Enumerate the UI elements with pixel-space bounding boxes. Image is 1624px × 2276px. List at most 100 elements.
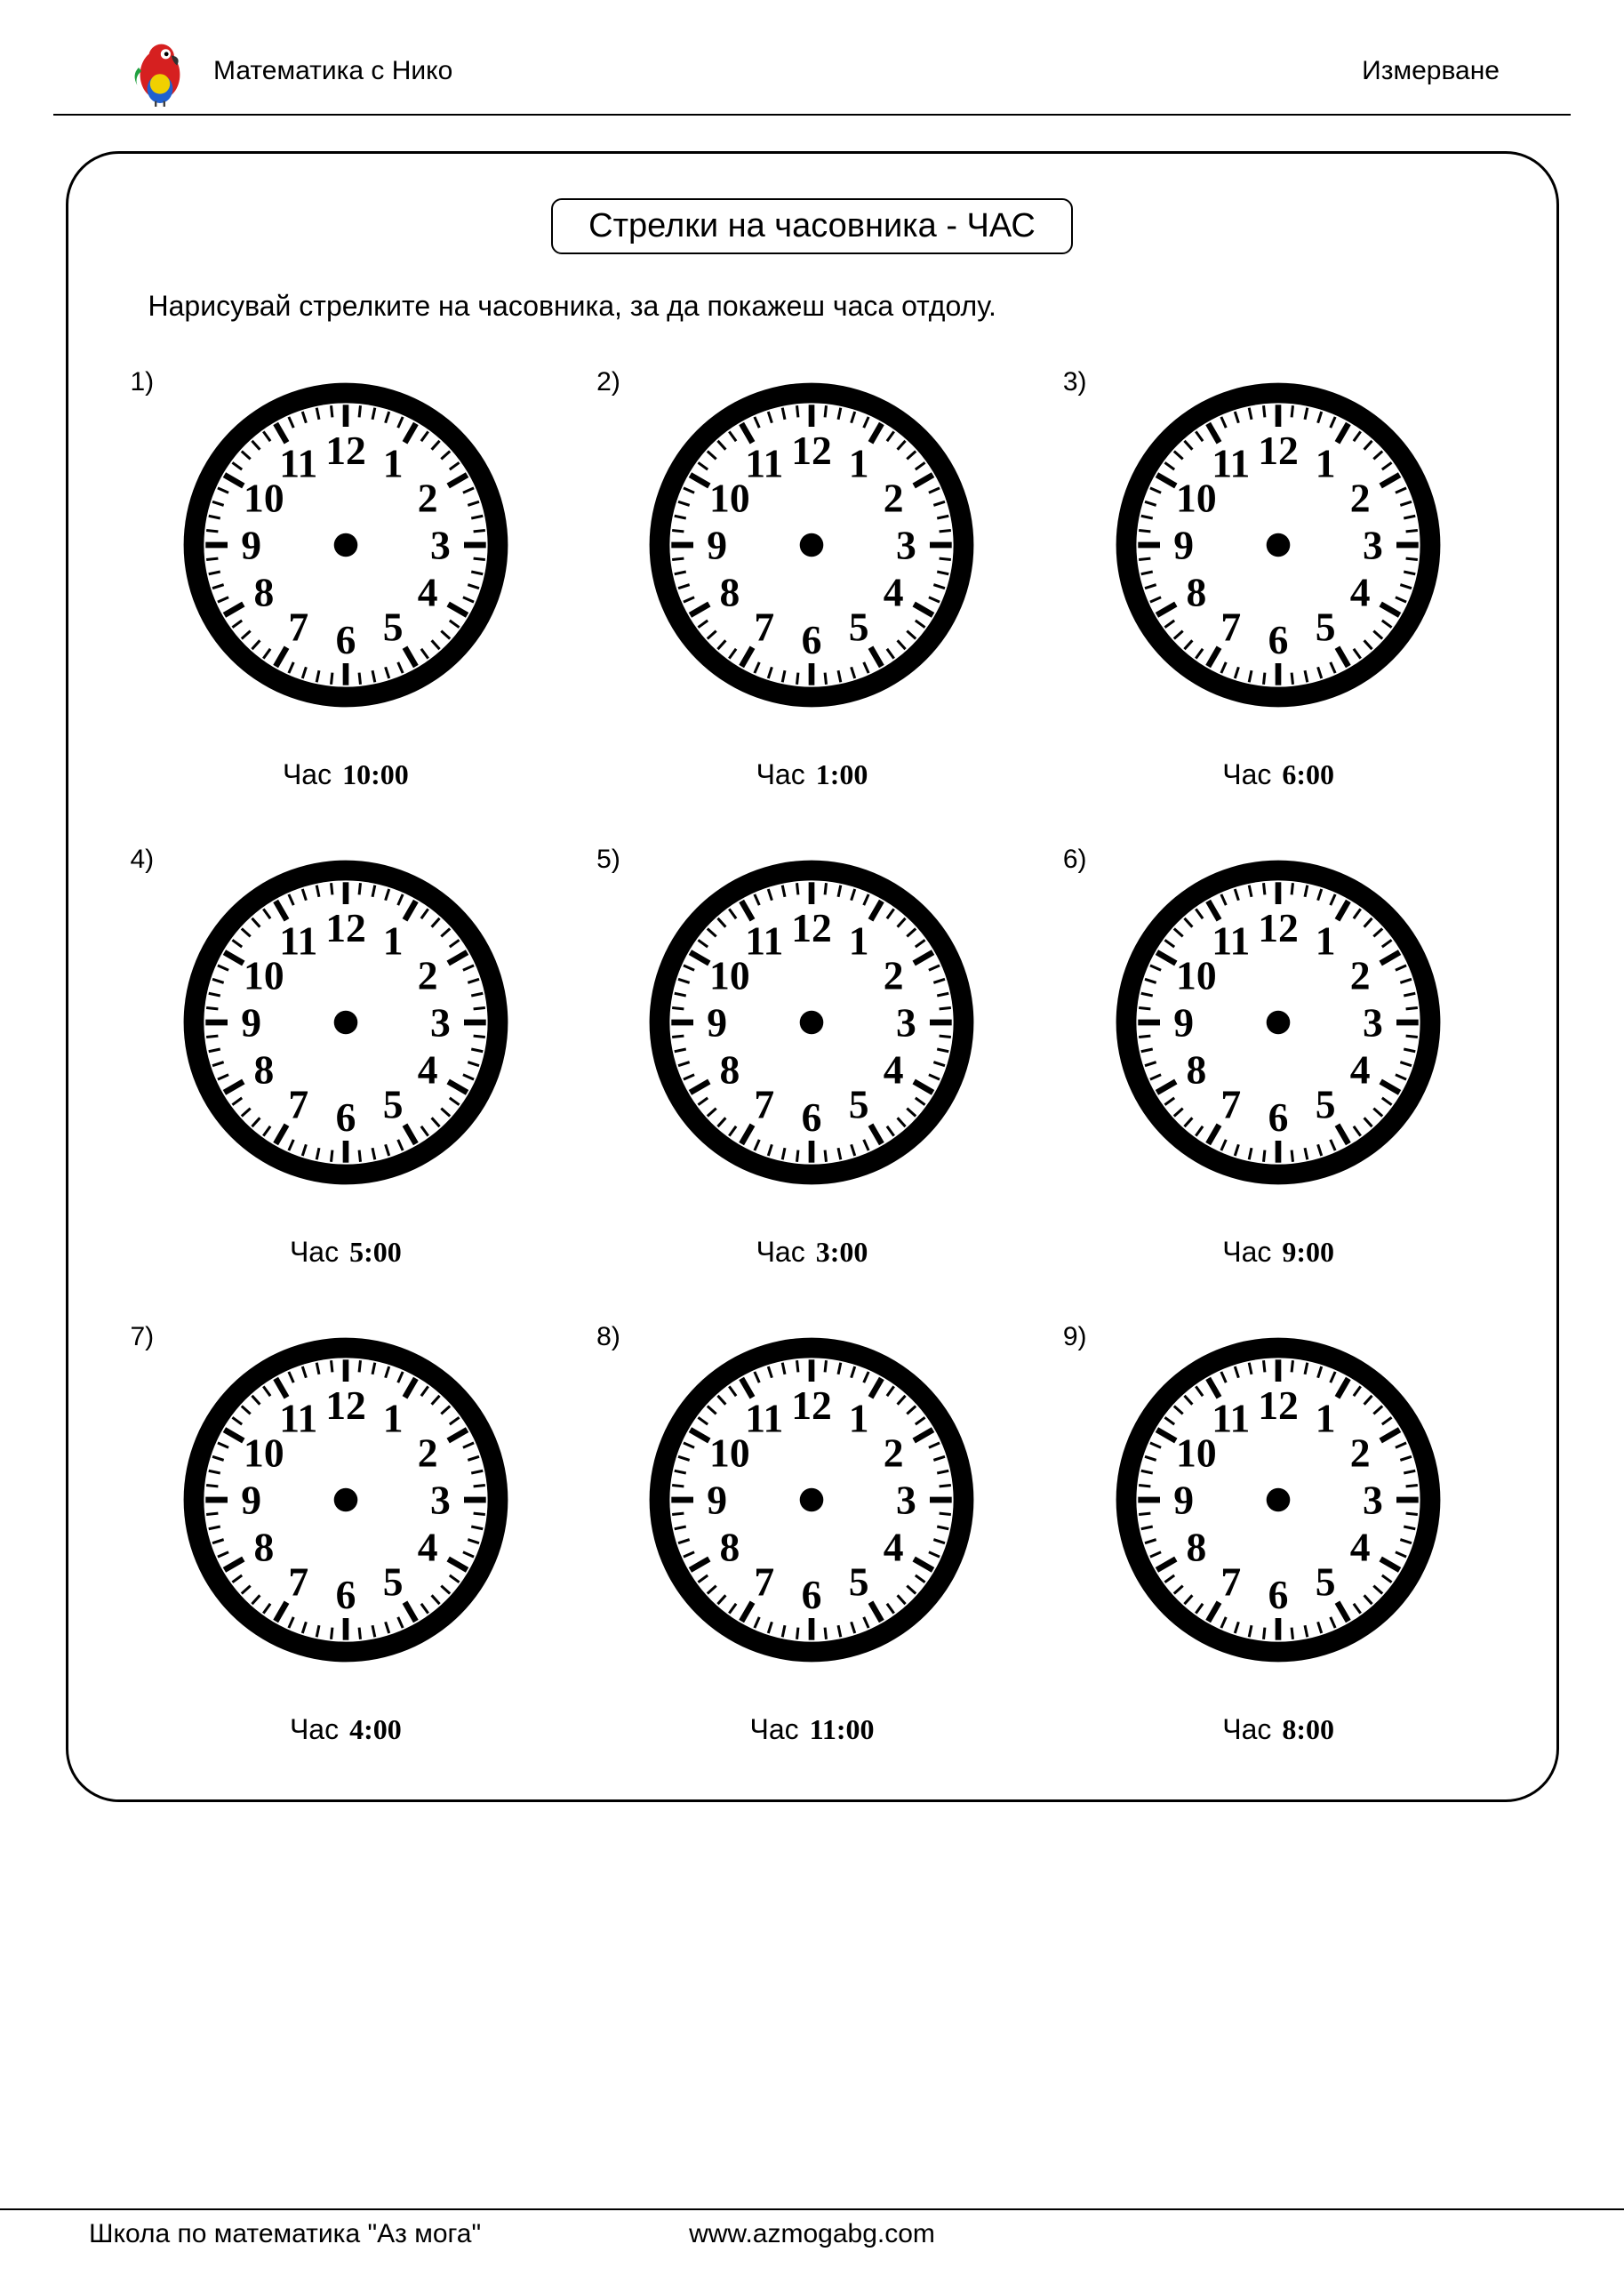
svg-text:2: 2 xyxy=(1350,1430,1371,1475)
svg-text:11: 11 xyxy=(746,440,784,485)
svg-text:7: 7 xyxy=(755,1559,775,1605)
svg-text:1: 1 xyxy=(383,1395,404,1440)
svg-text:6: 6 xyxy=(335,1572,356,1617)
page: Математика с Нико Измерване Стрелки на ч… xyxy=(0,0,1624,2276)
problem-number: 8) xyxy=(596,1322,620,1352)
svg-text:10: 10 xyxy=(244,475,284,520)
problem-number: 6) xyxy=(1063,845,1087,875)
svg-text:9: 9 xyxy=(241,1478,261,1523)
time-label: Час 8:00 xyxy=(1222,1713,1334,1746)
page-header: Математика с Нико Измерване xyxy=(53,36,1571,116)
header-left: Математика с Нико xyxy=(124,36,452,107)
svg-text:4: 4 xyxy=(884,1047,904,1093)
svg-text:5: 5 xyxy=(1316,605,1336,650)
time-value: 8:00 xyxy=(1282,1713,1334,1745)
svg-text:10: 10 xyxy=(1176,475,1217,520)
svg-text:5: 5 xyxy=(849,605,869,650)
clock-face: 121234567891011 xyxy=(1109,1331,1447,1669)
svg-text:12: 12 xyxy=(792,1382,833,1428)
svg-text:1: 1 xyxy=(849,1395,869,1440)
svg-text:2: 2 xyxy=(1350,475,1371,520)
svg-text:9: 9 xyxy=(1173,1000,1194,1046)
time-label: Час10:00 xyxy=(283,758,409,791)
time-prefix: Час xyxy=(1222,758,1271,790)
svg-text:8: 8 xyxy=(253,1525,274,1570)
svg-text:4: 4 xyxy=(1350,1525,1371,1570)
svg-text:7: 7 xyxy=(1221,1559,1242,1605)
svg-text:1: 1 xyxy=(383,440,404,485)
time-label: Час 3:00 xyxy=(756,1236,868,1269)
time-prefix: Час xyxy=(756,1236,805,1268)
svg-text:1: 1 xyxy=(849,918,869,963)
problem-number: 1) xyxy=(131,367,155,397)
problem-number: 9) xyxy=(1063,1322,1087,1352)
svg-text:4: 4 xyxy=(418,1047,438,1093)
time-value: 5:00 xyxy=(349,1236,402,1268)
svg-text:4: 4 xyxy=(884,570,904,615)
svg-text:11: 11 xyxy=(279,918,317,963)
header-category: Измерване xyxy=(1362,56,1500,86)
svg-text:12: 12 xyxy=(325,428,366,473)
svg-text:5: 5 xyxy=(1316,1559,1336,1605)
svg-text:1: 1 xyxy=(1316,440,1336,485)
clock-face: 121234567891011 xyxy=(177,376,515,714)
svg-text:3: 3 xyxy=(430,1000,451,1046)
svg-text:12: 12 xyxy=(1258,428,1299,473)
svg-text:2: 2 xyxy=(884,952,904,998)
svg-text:12: 12 xyxy=(792,905,833,950)
svg-text:6: 6 xyxy=(802,1094,822,1140)
clock-face: 121234567891011 xyxy=(1109,854,1447,1191)
clock-face: 121234567891011 xyxy=(643,1331,980,1669)
svg-text:10: 10 xyxy=(1176,1430,1217,1475)
svg-text:3: 3 xyxy=(430,1478,451,1523)
time-label: Час4:00 xyxy=(290,1713,402,1746)
svg-text:9: 9 xyxy=(241,523,261,568)
time-prefix: Час xyxy=(283,758,332,790)
svg-text:11: 11 xyxy=(1212,918,1250,963)
svg-text:3: 3 xyxy=(1363,523,1383,568)
svg-text:12: 12 xyxy=(325,905,366,950)
time-label: Час5:00 xyxy=(290,1236,402,1269)
footer-url: www.azmogabg.com xyxy=(689,2219,935,2249)
clock-cell: 9) 121234567891011 Час 8:00 xyxy=(1054,1322,1503,1746)
time-label: Час6:00 xyxy=(1222,758,1334,791)
svg-text:7: 7 xyxy=(288,1559,308,1605)
time-prefix: Час xyxy=(1222,1713,1271,1745)
svg-text:4: 4 xyxy=(1350,570,1371,615)
problem-number: 5) xyxy=(596,845,620,875)
svg-text:8: 8 xyxy=(720,1525,740,1570)
svg-text:9: 9 xyxy=(1173,1478,1194,1523)
parrot-icon xyxy=(124,36,196,107)
svg-text:5: 5 xyxy=(383,1082,404,1127)
svg-text:9: 9 xyxy=(708,1000,728,1046)
clock-cell: 2)121234567891011Час1:00 xyxy=(588,367,1036,791)
problem-number: 2) xyxy=(596,367,620,397)
clock-cell: 8)121234567891011Час11:00 xyxy=(588,1322,1036,1746)
svg-text:9: 9 xyxy=(708,523,728,568)
svg-text:12: 12 xyxy=(325,1382,366,1428)
time-label: Час1:00 xyxy=(756,758,868,791)
svg-text:2: 2 xyxy=(418,475,438,520)
svg-text:12: 12 xyxy=(1258,905,1299,950)
svg-text:5: 5 xyxy=(383,1559,404,1605)
time-value: 4:00 xyxy=(349,1713,402,1745)
svg-text:11: 11 xyxy=(746,1395,784,1440)
time-value: 3:00 xyxy=(816,1236,868,1268)
svg-text:6: 6 xyxy=(802,617,822,662)
svg-text:8: 8 xyxy=(1187,1047,1207,1093)
svg-text:3: 3 xyxy=(896,523,916,568)
svg-text:7: 7 xyxy=(288,605,308,650)
svg-text:11: 11 xyxy=(746,918,784,963)
worksheet-frame: Стрелки на часовника - ЧАС Нарисувай стр… xyxy=(66,151,1559,1802)
svg-text:7: 7 xyxy=(1221,1082,1242,1127)
svg-text:5: 5 xyxy=(849,1082,869,1127)
svg-text:2: 2 xyxy=(418,952,438,998)
clock-face: 121234567891011 xyxy=(643,376,980,714)
svg-text:8: 8 xyxy=(253,570,274,615)
svg-text:11: 11 xyxy=(1212,1395,1250,1440)
svg-text:9: 9 xyxy=(708,1478,728,1523)
svg-text:1: 1 xyxy=(849,440,869,485)
clock-cell: 4)121234567891011Час5:00 xyxy=(122,845,571,1269)
svg-text:3: 3 xyxy=(896,1478,916,1523)
svg-text:2: 2 xyxy=(884,475,904,520)
